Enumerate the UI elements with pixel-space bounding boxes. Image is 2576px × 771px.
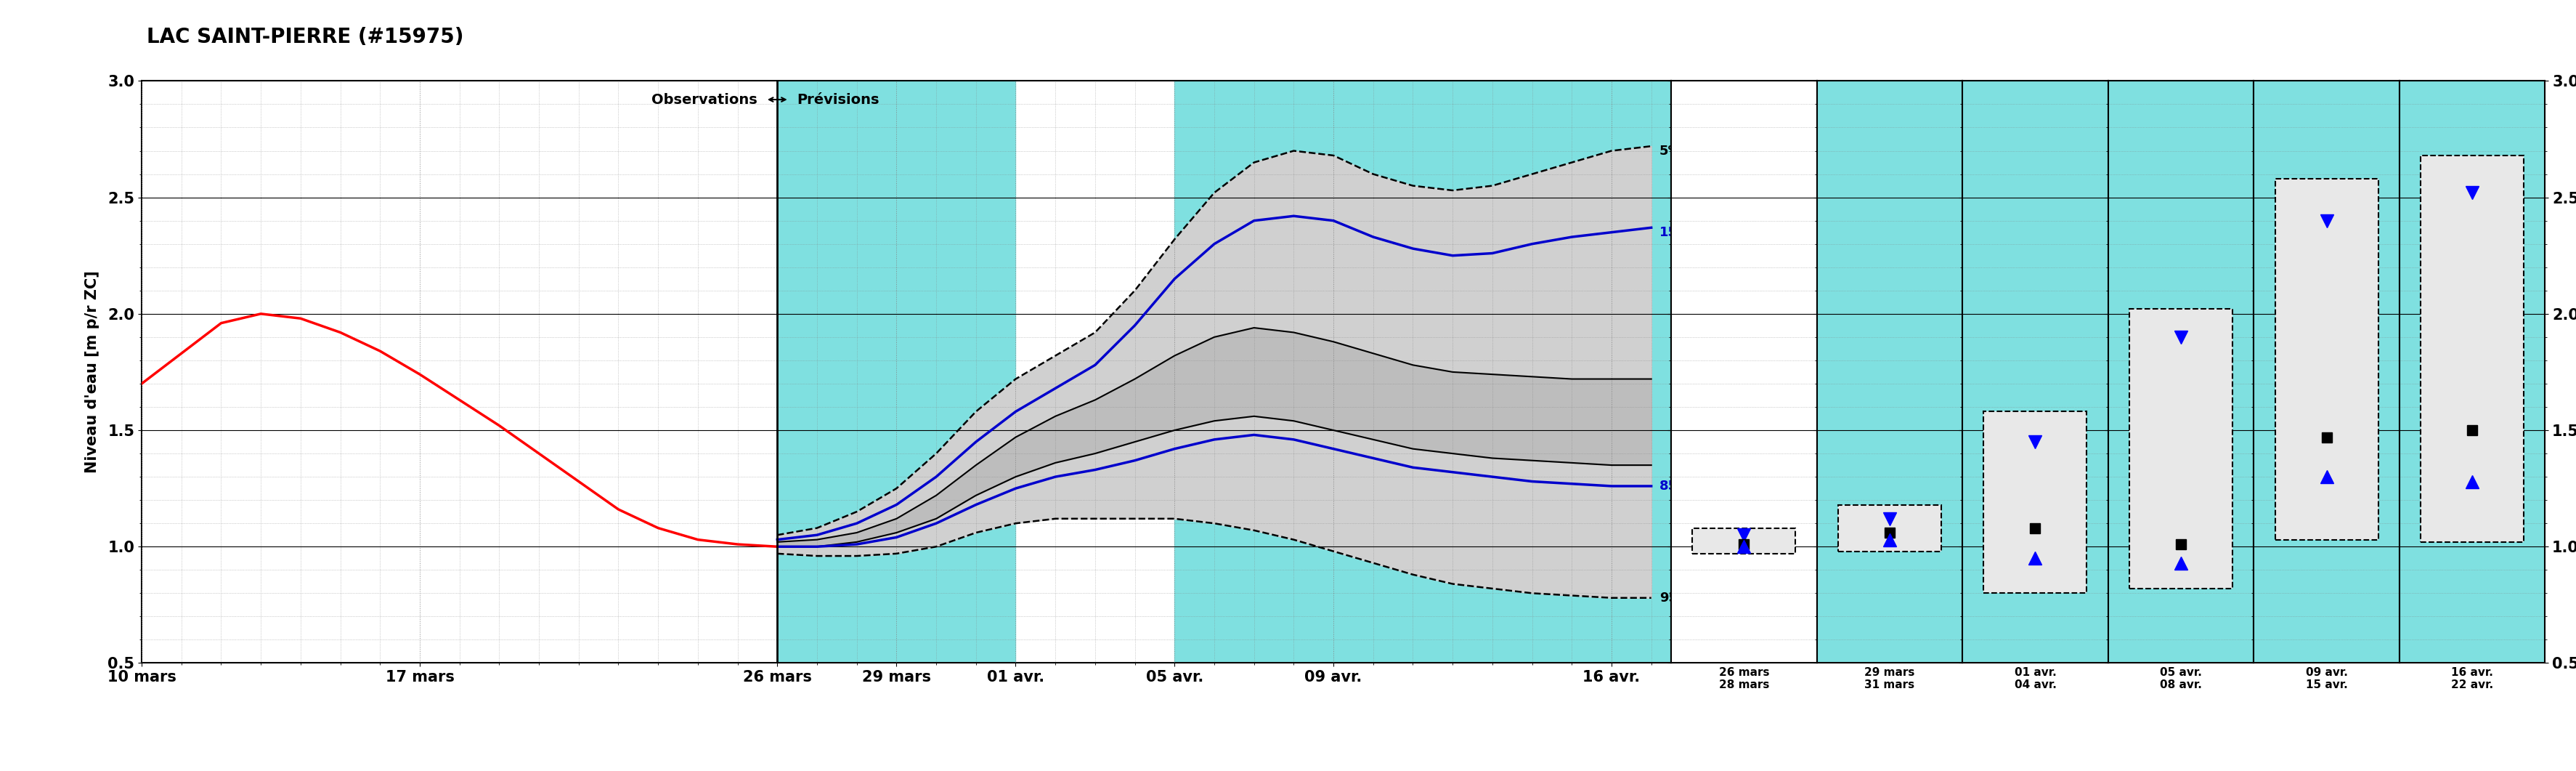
Text: 5%: 5% [1659,144,1682,157]
Bar [2275,179,2378,540]
X-axis label: 16 avr.
22 avr.: 16 avr. 22 avr. [2452,667,2494,691]
Text: Prévisions: Prévisions [796,93,878,106]
Bar [778,81,1015,663]
X-axis label: 29 mars
31 mars: 29 mars 31 mars [1865,667,1914,691]
Bar [1839,505,1942,551]
Text: LAC SAINT-PIERRE (#15975): LAC SAINT-PIERRE (#15975) [147,27,464,47]
Bar [1175,81,1672,663]
Text: Observations: Observations [652,93,757,106]
Bar [2421,156,2524,542]
Bar [1692,528,1795,554]
Text: 15%: 15% [1659,226,1690,239]
Bar [1984,412,2087,593]
X-axis label: 01 avr.
04 avr.: 01 avr. 04 avr. [2014,667,2056,691]
Text: 85%: 85% [1659,480,1690,493]
Y-axis label: Niveau d'eau [m p/r ZC]: Niveau d'eau [m p/r ZC] [85,271,100,473]
X-axis label: 09 avr.
15 avr.: 09 avr. 15 avr. [2306,667,2347,691]
Bar [2130,309,2233,588]
Text: 95%: 95% [1659,591,1690,604]
X-axis label: 26 mars
28 mars: 26 mars 28 mars [1718,667,1770,691]
X-axis label: 05 avr.
08 avr.: 05 avr. 08 avr. [2159,667,2202,691]
